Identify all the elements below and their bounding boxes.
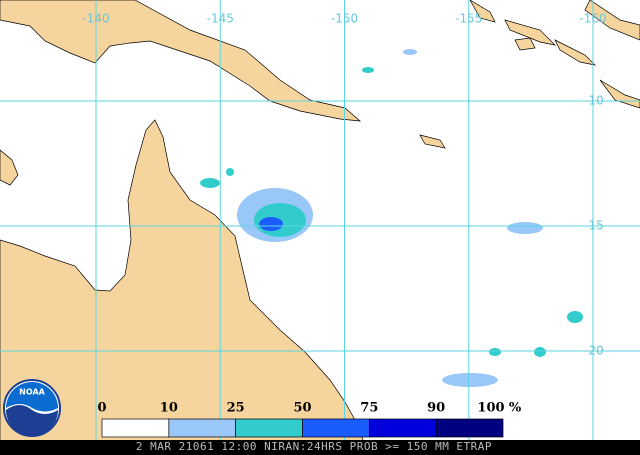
legend-label: 90 (427, 401, 445, 416)
legend-label: 75 (360, 401, 378, 416)
longitude-label: -160 (579, 12, 606, 26)
legend-swatch (302, 418, 370, 438)
legend-label: 25 (227, 401, 245, 416)
longitude-label: -140 (82, 12, 109, 26)
legend-label: 10 (160, 401, 178, 416)
legend-unit: % (509, 401, 522, 416)
legend-label: 0 (97, 401, 106, 416)
footer-bar (0, 440, 640, 455)
noaa-logo: NOAA (3, 379, 61, 437)
legend-swatch (235, 418, 303, 438)
latitude-label: -15 (584, 219, 604, 233)
footer-text: 2 MAR 21061 12:00 NIRAN:24HRS PROB >= 15… (136, 440, 492, 453)
latitude-label: -10 (584, 94, 604, 108)
longitude-label: -145 (207, 12, 234, 26)
legend-label: 100 (477, 401, 504, 416)
logo-text: NOAA (19, 388, 45, 397)
longitude-label: -155 (455, 12, 482, 26)
latitude-label: -20 (584, 344, 604, 358)
legend-swatch (168, 418, 237, 438)
legend-swatch (368, 418, 437, 438)
legend-label: 50 (293, 401, 311, 416)
legend-swatch (101, 418, 170, 438)
legend-swatch (435, 418, 504, 438)
longitude-label: -150 (331, 12, 358, 26)
precip-probability (200, 49, 583, 387)
